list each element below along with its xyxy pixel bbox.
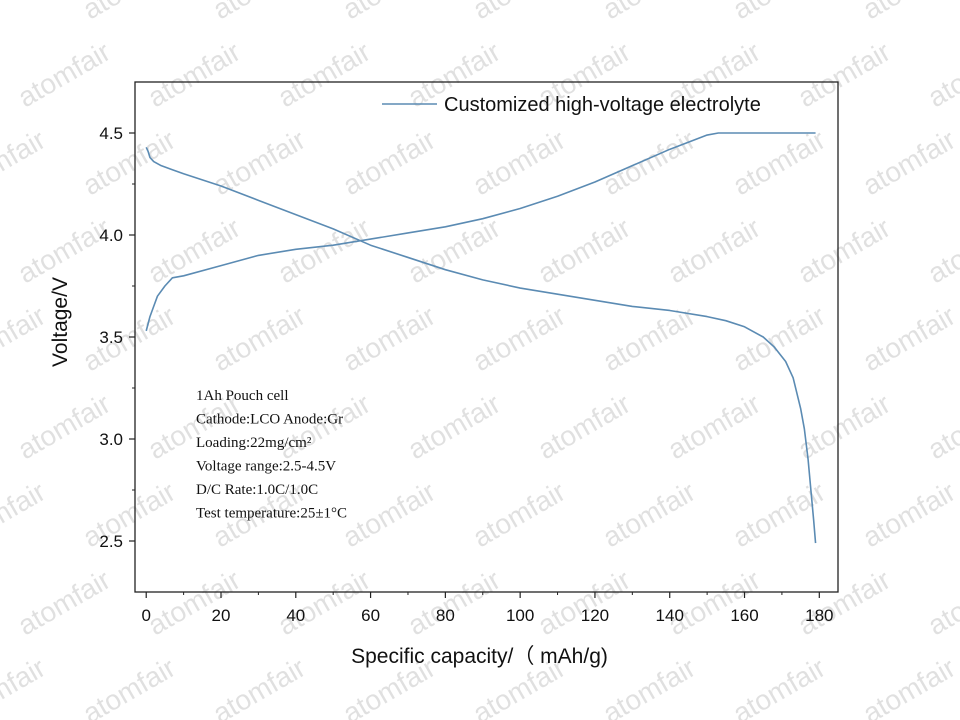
y-tick-label: 2.5 [99,532,123,551]
annotation-line: Loading:22mg/cm² [196,435,312,451]
y-tick-label: 4.0 [99,226,123,245]
legend-label: Customized high-voltage electrolyte [444,94,761,116]
annotation-line: D/C Rate:1.0C/1.0C [196,482,318,498]
x-tick-label: 0 [141,606,150,625]
annotation-line: Test temperature:25±1°C [196,506,347,522]
x-tick-label: 60 [361,606,380,625]
x-tick-label: 20 [212,606,231,625]
y-tick-label: 4.5 [99,124,123,143]
x-tick-label: 80 [436,606,455,625]
annotation-line: Cathode:LCO Anode:Gr [196,412,343,428]
x-axis-title: Specific capacity/（ mAh/g) [351,645,608,668]
x-tick-label: 100 [506,606,534,625]
y-tick-label: 3.5 [99,328,123,347]
legend: Customized high-voltage electrolyte [382,94,761,116]
y-tick-label: 3.0 [99,430,123,449]
annotation-box: 1Ah Pouch cell Cathode:LCO Anode:Gr Loadin… [196,388,347,522]
x-tick-label: 140 [656,606,684,625]
annotation-line: 1Ah Pouch cell [196,388,288,404]
x-tick-label: 40 [286,606,305,625]
axis-ticks: 0 20 40 60 80 100 120 140 160 180 2.5 3.0 3.5 4.0 4.5 [99,124,833,625]
series-layer [145,132,817,544]
annotation-line: Voltage range:2.5-4.5V [196,459,336,475]
x-tick-label: 160 [730,606,758,625]
y-axis-title: Voltage/V [49,277,72,367]
x-tick-label: 180 [805,606,833,625]
x-tick-label: 120 [581,606,609,625]
discharge-curve [145,146,817,544]
charge-curve [145,132,816,332]
